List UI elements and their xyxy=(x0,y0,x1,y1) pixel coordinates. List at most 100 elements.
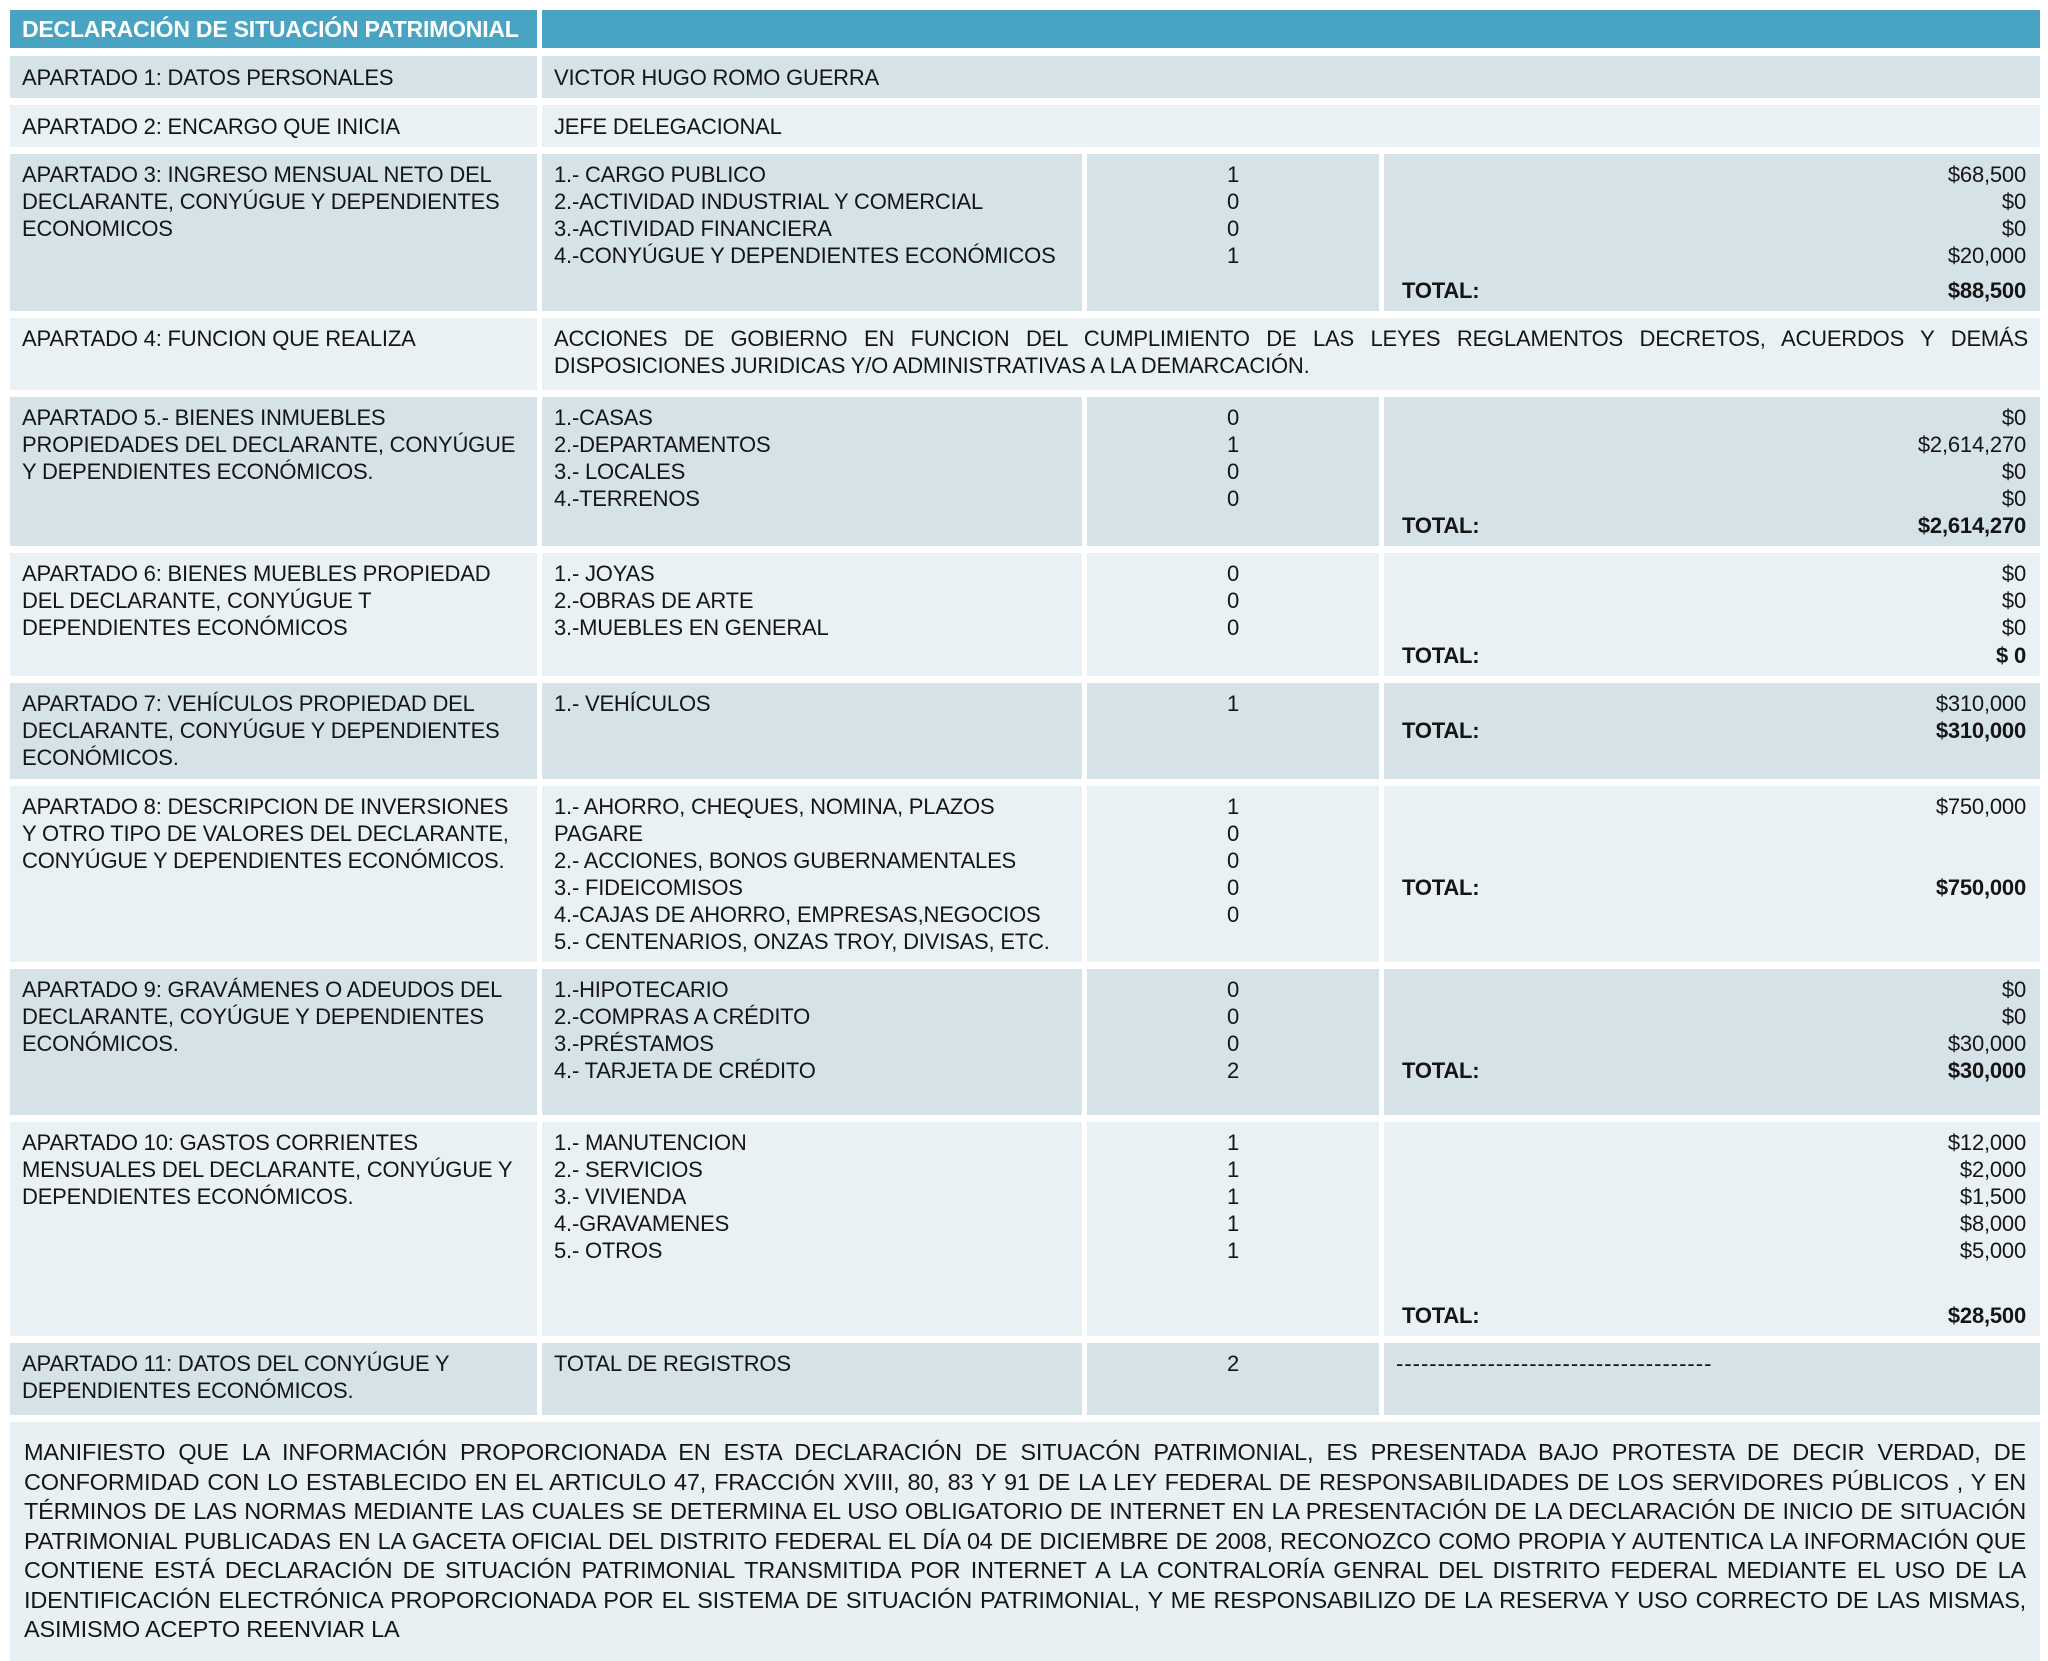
amount-list: $12,000 $2,000 $1,500 $8,000 $5,000 xyxy=(1396,1129,2026,1264)
item-count: 0 xyxy=(1226,615,1240,640)
table-row-apartado-4: APARTADO 4: FUNCION QUE REALIZA ACCIONES… xyxy=(10,318,2040,390)
item-list: 1.-CASAS 2.-DEPARTAMENTOS 3.- LOCALES 4.… xyxy=(542,397,1082,546)
total-label: TOTAL: xyxy=(1402,1058,1480,1083)
item-count-list: 1 1 1 1 1 xyxy=(1087,1122,1379,1336)
item-count: 1 xyxy=(1226,162,1240,187)
section-label: APARTADO 4: FUNCION QUE REALIZA xyxy=(10,318,537,390)
total-label: TOTAL: xyxy=(1402,643,1480,668)
item-amount: $68,500 xyxy=(1947,162,2026,187)
item-name: 4.-GRAVAMENES xyxy=(554,1211,730,1236)
item-name: 1.- MANUTENCION xyxy=(554,1130,747,1155)
item-amount: $0 xyxy=(2001,1004,2026,1029)
total-amount: $30,000 xyxy=(1947,1058,2026,1083)
item-list: 1.- JOYAS 2.-OBRAS DE ARTE 3.-MUEBLES EN… xyxy=(542,553,1082,676)
amount-list: $0 $0 $0 xyxy=(1396,560,2026,641)
total-line: TOTAL: $2,614,270 xyxy=(1396,512,2026,539)
total-line: TOTAL: $310,000 xyxy=(1396,717,2026,744)
total-line: TOTAL: $750,000 xyxy=(1396,874,2026,901)
total-line: TOTAL: $88,500 xyxy=(1396,277,2026,304)
item-amount: $0 xyxy=(2001,216,2026,241)
item-count: 0 xyxy=(1226,588,1240,613)
item-name: 3.- VIVIENDA xyxy=(554,1184,687,1209)
item-name: 1.-CASAS xyxy=(554,405,653,430)
item-amount: $0 xyxy=(2001,486,2026,511)
item-name: 4.-CONYÚGUE Y DEPENDIENTES ECONÓMICOS xyxy=(554,243,1056,268)
item-count-list: 0 1 0 0 xyxy=(1087,397,1379,546)
section-label: APARTADO 9: GRAVÁMENES O ADEUDOS DEL DEC… xyxy=(10,969,537,1115)
section-label: APARTADO 2: ENCARGO QUE INICIA xyxy=(10,105,537,147)
item-name: 3.-ACTIVIDAD FINANCIERA xyxy=(554,216,832,241)
amounts-cell: $0 $2,614,270 $0 $0 TOTAL: $2,614,270 xyxy=(1384,397,2040,546)
table-row-apartado-10: APARTADO 10: GASTOS CORRIENTES MENSUALES… xyxy=(10,1122,2040,1336)
table-row-apartado-8: APARTADO 8: DESCRIPCION DE INVERSIONES Y… xyxy=(10,786,2040,962)
section-label: APARTADO 7: VEHÍCULOS PROPIEDAD DEL DECL… xyxy=(10,683,537,779)
total-label: TOTAL: xyxy=(1402,718,1480,743)
item-amount: $0 xyxy=(2001,459,2026,484)
item-count: 0 xyxy=(1226,216,1240,241)
item-count: 1 xyxy=(1226,1238,1240,1263)
item-list: 1.- VEHÍCULOS xyxy=(542,683,1082,779)
item-name: 2.- ACCIONES, BONOS GUBERNAMENTALES xyxy=(554,848,1017,873)
item-count: 1 xyxy=(1226,1157,1240,1182)
table-row-apartado-1: APARTADO 1: DATOS PERSONALES VICTOR HUGO… xyxy=(10,56,2040,98)
item-name: 3.- LOCALES xyxy=(554,459,686,484)
table-row-apartado-6: APARTADO 6: BIENES MUEBLES PROPIEDAD DEL… xyxy=(10,553,2040,676)
item-count-list: 1 xyxy=(1087,683,1379,779)
item-count: 2 xyxy=(1087,1343,1379,1415)
item-list: 1.- CARGO PUBLICO 2.-ACTIVIDAD INDUSTRIA… xyxy=(542,154,1082,311)
item-count: 0 xyxy=(1226,561,1240,586)
total-amount: $28,500 xyxy=(1947,1303,2026,1328)
item-name: 4.-CAJAS DE AHORRO, EMPRESAS,NEGOCIOS xyxy=(554,902,1041,927)
item-amount: $0 xyxy=(2001,977,2026,1002)
section-label: APARTADO 10: GASTOS CORRIENTES MENSUALES… xyxy=(10,1122,537,1336)
section-label: APARTADO 8: DESCRIPCION DE INVERSIONES Y… xyxy=(10,786,537,962)
table-row-apartado-3: APARTADO 3: INGRESO MENSUAL NETO DEL DEC… xyxy=(10,154,2040,311)
item-count: 1 xyxy=(1226,691,1240,716)
section-label: APARTADO 3: INGRESO MENSUAL NETO DEL DEC… xyxy=(10,154,537,311)
item-count: 0 xyxy=(1226,902,1240,927)
spacer xyxy=(1396,820,2026,874)
table-header-title-cell: DECLARACIÓN DE SITUACIÓN PATRIMONIAL xyxy=(10,10,537,48)
table-header-spacer-cell xyxy=(542,10,2040,48)
item-count: 1 xyxy=(1226,243,1240,268)
item-count: 0 xyxy=(1226,189,1240,214)
amount-list: $0 $0 $30,000 xyxy=(1396,976,2026,1057)
item-amount: $0 xyxy=(2001,189,2026,214)
amount-list: $310,000 xyxy=(1396,690,2026,717)
item-amount: $0 xyxy=(2001,588,2026,613)
table-header-row: DECLARACIÓN DE SITUACIÓN PATRIMONIAL xyxy=(10,10,2040,48)
section-value: JEFE DELEGACIONAL xyxy=(542,105,2040,147)
amounts-cell: $12,000 $2,000 $1,500 $8,000 $5,000 TOTA… xyxy=(1384,1122,2040,1336)
table-row-apartado-2: APARTADO 2: ENCARGO QUE INICIA JEFE DELE… xyxy=(10,105,2040,147)
item-count-list: 1 0 0 0 0 xyxy=(1087,786,1379,962)
item-name: 2.-ACTIVIDAD INDUSTRIAL Y COMERCIAL xyxy=(554,189,984,214)
table-row-apartado-5: APARTADO 5.- BIENES INMUEBLES PROPIEDADE… xyxy=(10,397,2040,546)
item-name: 2.-DEPARTAMENTOS xyxy=(554,432,771,457)
total-amount: $2,614,270 xyxy=(1917,513,2026,538)
item-name: 3.- FIDEICOMISOS xyxy=(554,875,743,900)
total-amount: $88,500 xyxy=(1947,278,2026,303)
total-amount: $ 0 xyxy=(1996,643,2026,668)
item-count: 0 xyxy=(1226,848,1240,873)
amounts-cell: $750,000 TOTAL: $750,000 xyxy=(1384,786,2040,962)
total-label: TOTAL: xyxy=(1402,1303,1480,1328)
item-name: 1.-HIPOTECARIO xyxy=(554,977,729,1002)
amounts-cell: $310,000 TOTAL: $310,000 xyxy=(1384,683,2040,779)
item-name: 2.-OBRAS DE ARTE xyxy=(554,588,754,613)
item-count: 0 xyxy=(1226,405,1240,430)
section-label: APARTADO 11: DATOS DEL CONYÚGUE Y DEPEND… xyxy=(10,1343,537,1415)
item-count: 1 xyxy=(1226,1184,1240,1209)
item-name: 4.-TERRENOS xyxy=(554,486,700,511)
section-label: APARTADO 6: BIENES MUEBLES PROPIEDAD DEL… xyxy=(10,553,537,676)
total-line: TOTAL: $30,000 xyxy=(1396,1057,2026,1084)
item-name: 5.- OTROS xyxy=(554,1238,663,1263)
item-amount: $2,614,270 xyxy=(1917,432,2026,457)
item-name: 1.- CARGO PUBLICO xyxy=(554,162,766,187)
item-count: 0 xyxy=(1226,459,1240,484)
amount-list: $0 $2,614,270 $0 $0 xyxy=(1396,404,2026,512)
table-row-apartado-7: APARTADO 7: VEHÍCULOS PROPIEDAD DEL DECL… xyxy=(10,683,2040,779)
item-name: 1.- AHORRO, CHEQUES, NOMINA, PLAZOS PAGA… xyxy=(554,794,995,846)
item-count: 1 xyxy=(1226,794,1240,819)
item-name: 1.- JOYAS xyxy=(554,561,655,586)
